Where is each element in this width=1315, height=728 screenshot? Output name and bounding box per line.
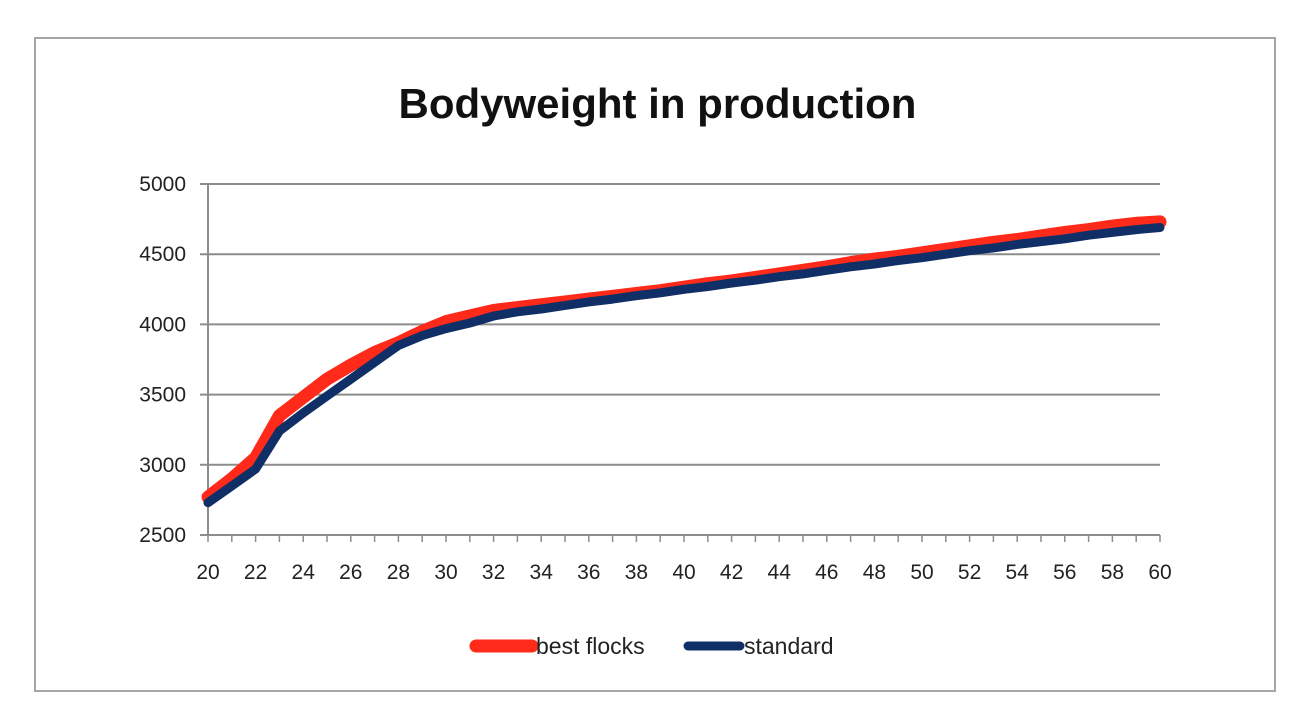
x-tick-label: 24 <box>292 561 316 584</box>
x-tick-label: 40 <box>672 561 695 584</box>
x-tick-label: 36 <box>577 561 600 584</box>
x-tick-label: 30 <box>434 561 457 584</box>
y-tick-label: 2500 <box>139 524 186 547</box>
y-tick-label: 3500 <box>139 384 186 407</box>
y-tick-label: 4000 <box>139 313 186 336</box>
x-tick-label: 20 <box>196 561 219 584</box>
x-tick-label: 38 <box>625 561 648 584</box>
x-tick-label: 58 <box>1101 561 1124 584</box>
axes <box>207 184 1161 542</box>
gridlines <box>200 183 1160 536</box>
legend-label: standard <box>744 633 834 659</box>
x-tick-label: 48 <box>863 561 886 584</box>
x-tick-label: 46 <box>815 561 838 584</box>
series-lines <box>201 215 1167 508</box>
x-tick-label: 60 <box>1148 561 1171 584</box>
legend-label: best flocks <box>536 633 645 659</box>
x-tick-label: 54 <box>1006 561 1030 584</box>
y-tick-labels: 2500 3000 3500 4000 4500 5000 <box>139 173 186 547</box>
x-tick-label: 56 <box>1053 561 1076 584</box>
series-line-best-flocks <box>201 215 1167 504</box>
x-tick-label: 34 <box>530 561 554 584</box>
y-tick-label: 5000 <box>139 173 186 196</box>
x-tick-label: 50 <box>910 561 933 584</box>
x-tick-label: 28 <box>387 561 410 584</box>
legend: best flocks standard <box>469 633 834 659</box>
x-tick-label: 22 <box>244 561 267 584</box>
y-tick-label: 3000 <box>139 454 186 477</box>
x-tick-labels: 20 22 24 26 28 30 32 34 36 38 40 42 44 46 48 50 52 54 56 58… <box>196 561 1171 584</box>
x-tick-label: 44 <box>768 561 792 584</box>
x-tick-label: 52 <box>958 561 981 584</box>
series-line-standard <box>203 223 1165 508</box>
x-tick-label: 32 <box>482 561 505 584</box>
x-tick-label: 26 <box>339 561 362 584</box>
chart-frame <box>34 37 1276 692</box>
x-tick-label: 42 <box>720 561 743 584</box>
chart-title: Bodyweight in production <box>398 80 917 127</box>
y-tick-label: 4500 <box>139 243 186 266</box>
